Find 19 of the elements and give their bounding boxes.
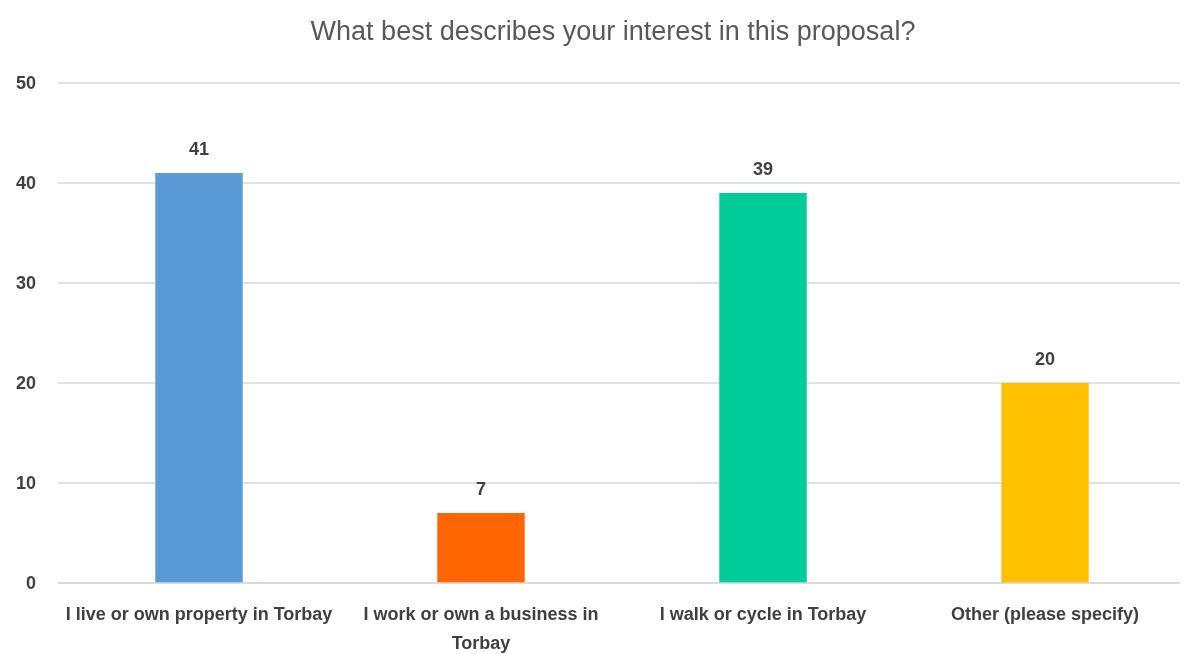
x-tick-label: Other (please specify) xyxy=(950,604,1140,624)
y-tick-label: 10 xyxy=(15,473,36,494)
data-label: 39 xyxy=(752,159,774,179)
bar xyxy=(1001,383,1089,583)
y-tick-label: 40 xyxy=(15,173,36,194)
x-tick-label: I walk or cycle in Torbay xyxy=(659,604,867,624)
chart-title: What best describes your interest in this proposal? xyxy=(310,16,916,46)
bar xyxy=(437,513,525,583)
bar xyxy=(719,193,807,583)
data-label: 20 xyxy=(1034,349,1056,369)
y-tick-label: 30 xyxy=(15,273,36,294)
x-tick-label: I work or own a business in Torbay xyxy=(363,604,599,653)
x-tick-label: I live or own property in Torbay xyxy=(65,604,333,624)
y-tick-label: 0 xyxy=(25,573,36,594)
data-label: 41 xyxy=(188,139,210,159)
bar xyxy=(155,173,243,583)
data-label: 7 xyxy=(475,479,487,499)
y-tick-label: 50 xyxy=(15,73,36,94)
y-tick-label: 20 xyxy=(15,373,36,394)
